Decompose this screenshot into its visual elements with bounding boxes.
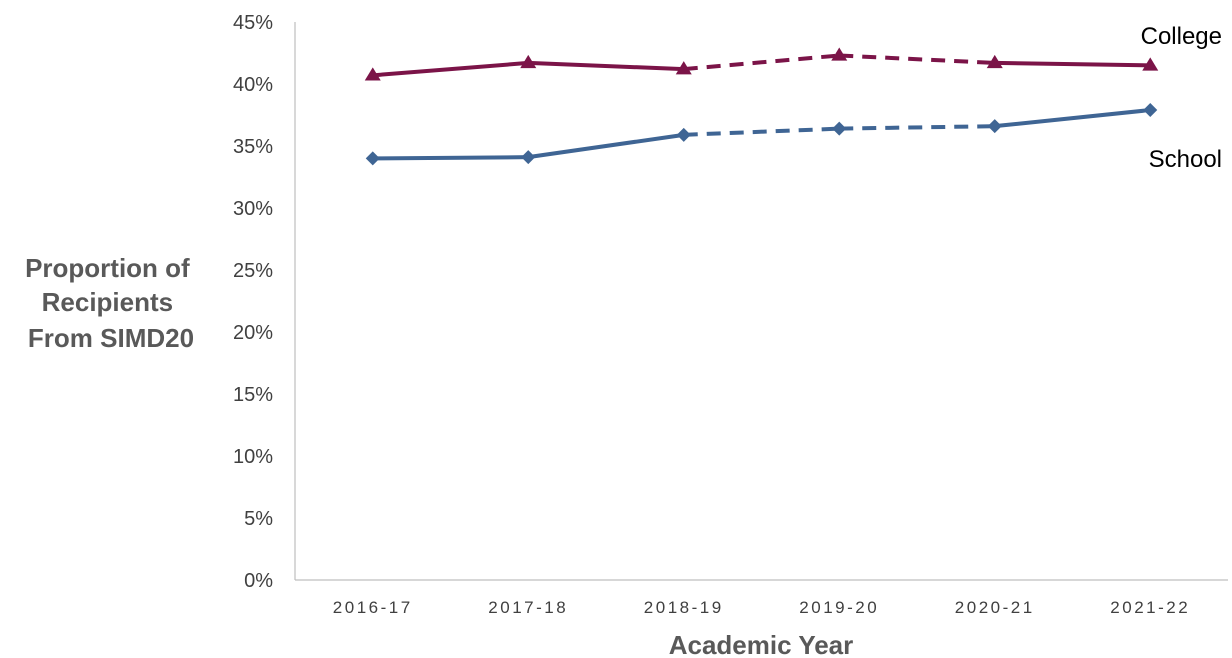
series-segment-college [994, 60, 1151, 68]
y-tick-label: 0% [244, 570, 273, 592]
data-point-school [1143, 103, 1158, 118]
y-tick-label: 5% [244, 508, 273, 530]
series-label-school: School [1149, 146, 1222, 173]
series-segment-college [528, 60, 684, 72]
data-point-school [676, 127, 691, 142]
series-segment-school [839, 124, 995, 131]
x-tick-label: 2019-20 [799, 598, 879, 617]
y-tick-label: 25% [233, 260, 273, 282]
data-point-college [831, 47, 848, 61]
data-point-college [520, 54, 537, 69]
y-tick-label: 10% [233, 446, 273, 468]
data-point-school [832, 121, 847, 136]
x-tick-label: 2021-22 [1110, 598, 1190, 617]
x-tick-label: 2018-19 [644, 598, 724, 617]
series-lines [372, 53, 1151, 161]
data-point-college [675, 61, 692, 75]
x-tick-label: 2016-17 [333, 598, 413, 617]
series-segment-college [683, 53, 840, 72]
y-axis-title-line-1: Proportion of [25, 253, 190, 283]
y-tick-label: 40% [233, 74, 273, 96]
data-point-college [1142, 57, 1159, 71]
data-point-school [521, 150, 536, 165]
y-axis-title-line-2: Recipients [42, 287, 174, 317]
x-axis-title: Academic Year [669, 630, 854, 658]
y-axis-title-line-3: From SIMD20 [28, 323, 194, 353]
series-segment-college [372, 60, 529, 78]
data-point-school [987, 119, 1002, 134]
y-tick-label: 30% [233, 198, 273, 220]
series-markers [364, 47, 1159, 166]
series-segment-college [839, 53, 995, 65]
y-tick-label: 45% [233, 12, 273, 34]
data-point-school [365, 151, 380, 166]
series-segment-school [372, 155, 529, 161]
x-tick-label: 2020-21 [955, 598, 1035, 617]
y-tick-labels: 0% 5% 10% 15% 20% 25% 30% 35% 40% 45% [233, 12, 273, 592]
x-tick-label: 2017-18 [488, 598, 568, 617]
series-segment-school [683, 126, 840, 137]
data-point-college [364, 67, 381, 81]
series-segment-school [527, 132, 685, 160]
y-tick-label: 20% [233, 322, 273, 344]
y-tick-label: 35% [233, 136, 273, 158]
data-point-college [986, 54, 1003, 69]
x-tick-labels: 2016-17 2017-18 2018-19 2019-20 2020-21 2021-… [333, 598, 1190, 617]
series-segment-school [994, 108, 1151, 129]
y-tick-label: 15% [233, 384, 273, 406]
axes [294, 22, 1228, 581]
y-axis-title: Proportion of Recipients From SIMD20 [25, 253, 197, 353]
series-label-college: College [1141, 23, 1222, 50]
